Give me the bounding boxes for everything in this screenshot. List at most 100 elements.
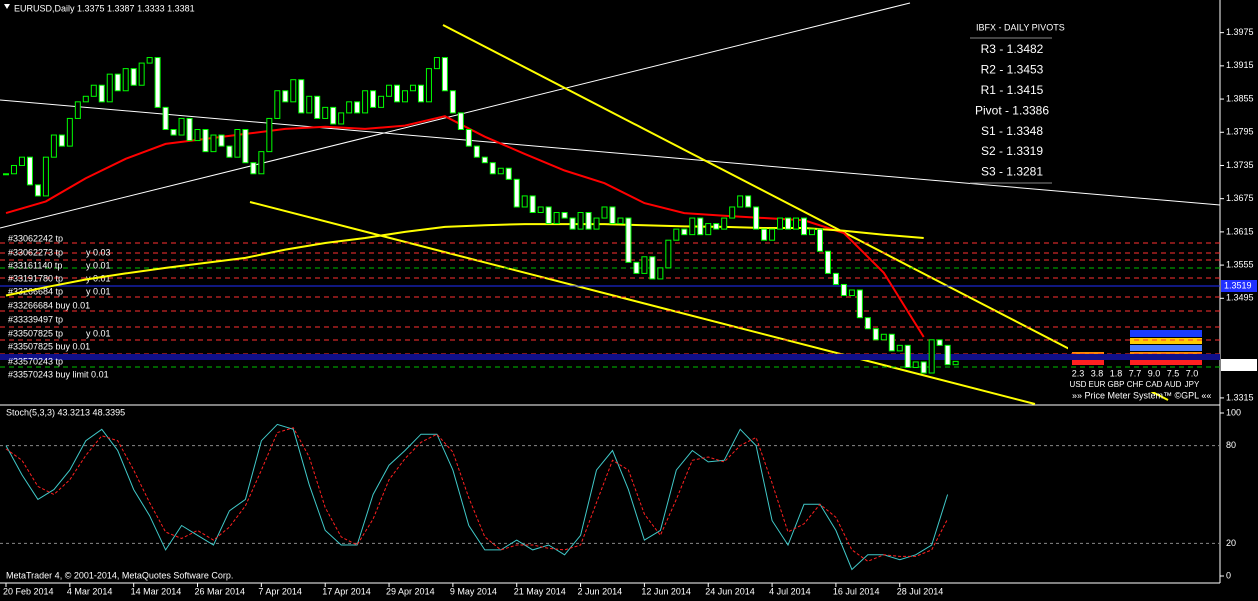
candle — [58, 134, 65, 147]
candle — [34, 184, 41, 197]
meter-block — [1072, 359, 1104, 365]
candle — [944, 344, 951, 366]
meter-value: 9.0 — [1148, 368, 1161, 378]
meter-value: 1.8 — [1110, 368, 1123, 378]
candle — [98, 84, 105, 103]
pivot-level: Pivot - 1.3386 — [975, 103, 1049, 117]
candle — [3, 173, 9, 176]
candle — [258, 151, 265, 175]
meter-currency: USD — [1070, 380, 1087, 389]
candle — [888, 333, 895, 352]
candle — [808, 228, 815, 236]
candle — [282, 90, 289, 103]
candle — [154, 57, 161, 108]
candle — [114, 73, 121, 92]
y-tick-label: 1.3555 — [1226, 259, 1254, 269]
candle — [66, 117, 73, 147]
order-label: y 0.01 — [86, 260, 111, 270]
candle — [226, 145, 233, 158]
x-tick-label: 9 May 2014 — [450, 586, 497, 596]
candle — [912, 361, 919, 368]
candle — [146, 57, 153, 64]
pivot-level: R3 - 1.3482 — [981, 42, 1044, 56]
x-tick-label: 7 Apr 2014 — [258, 586, 302, 596]
candle — [234, 129, 241, 158]
candle — [354, 101, 361, 114]
y-tick-label: 1.3315 — [1226, 392, 1254, 402]
pivot-level: S1 - 1.3348 — [981, 124, 1043, 138]
stoch-line — [5, 427, 949, 562]
x-tick-label: 17 Apr 2014 — [322, 586, 371, 596]
x-tick-label: 16 Jul 2014 — [833, 586, 880, 596]
candle — [928, 339, 935, 374]
candle — [322, 106, 329, 119]
candle — [721, 217, 728, 230]
y-tick-label: 1.3735 — [1226, 160, 1254, 170]
menu-arrow — [4, 4, 10, 9]
candle — [617, 217, 624, 225]
y-tick-label: 1.3615 — [1226, 226, 1254, 236]
candle — [18, 156, 25, 166]
candle — [417, 84, 424, 103]
x-tick-label: 24 Jun 2014 — [705, 586, 755, 596]
candle — [864, 317, 871, 330]
candle — [505, 167, 512, 180]
x-tick-label: 21 May 2014 — [514, 586, 566, 596]
candle — [840, 283, 847, 297]
candle — [489, 162, 496, 175]
candle — [521, 195, 528, 208]
candle — [162, 106, 169, 131]
candle — [473, 145, 480, 158]
candle — [633, 261, 640, 274]
order-label: #33062273 tp — [8, 247, 63, 257]
candle — [769, 228, 776, 241]
candle — [561, 212, 568, 219]
y-tick-label: 20 — [1226, 538, 1236, 548]
order-label: #33507825 buy 0.01 — [8, 341, 90, 351]
candle — [170, 129, 177, 136]
candle — [362, 90, 369, 114]
meter-caption: »» Price Meter System™ ©GPL «« — [1072, 390, 1211, 400]
y-tick-label: 1.3495 — [1226, 293, 1254, 303]
candle — [194, 129, 201, 142]
candle — [425, 68, 432, 103]
candle — [513, 178, 520, 208]
candle — [665, 239, 672, 269]
candle — [753, 206, 760, 230]
candle — [785, 217, 792, 230]
order-label: #33161140 tp — [8, 260, 62, 270]
meter-currency: EUR — [1089, 380, 1106, 389]
candle — [872, 328, 879, 341]
pivot-title: IBFX - DAILY PIVOTS — [976, 22, 1065, 32]
candle — [186, 117, 193, 142]
candle — [553, 212, 560, 225]
candle — [306, 95, 313, 114]
meter-currency: JPY — [1185, 380, 1200, 389]
x-tick-label: 4 Jul 2014 — [769, 586, 811, 596]
pivot-panel — [970, 37, 1052, 184]
meter-block — [1130, 338, 1202, 344]
candle — [250, 162, 257, 175]
x-tick-label: 12 Jun 2014 — [641, 586, 691, 596]
trend-line — [0, 2, 911, 229]
candle — [952, 360, 959, 366]
chart-title: EURUSD,Daily 1.3375 1.3387 1.3333 1.3381 — [14, 3, 195, 13]
meter-block — [1130, 345, 1202, 351]
order-label: #33266684 tp — [8, 286, 63, 296]
candle — [593, 217, 600, 230]
meter-currency: CAD — [1146, 380, 1163, 389]
candle — [545, 206, 552, 225]
order-label: #33570243 tp — [8, 356, 63, 366]
candle — [178, 117, 185, 136]
y-tick-label: 80 — [1226, 440, 1236, 450]
candle — [481, 156, 488, 164]
candle — [314, 95, 321, 119]
candle — [82, 95, 89, 103]
x-tick-label: 20 Feb 2014 — [3, 586, 54, 596]
candle — [816, 228, 823, 252]
candle — [625, 217, 632, 263]
candle — [896, 344, 903, 352]
y-tick-label: 1.3675 — [1226, 193, 1254, 203]
meter-value: 7.7 — [1129, 368, 1142, 378]
